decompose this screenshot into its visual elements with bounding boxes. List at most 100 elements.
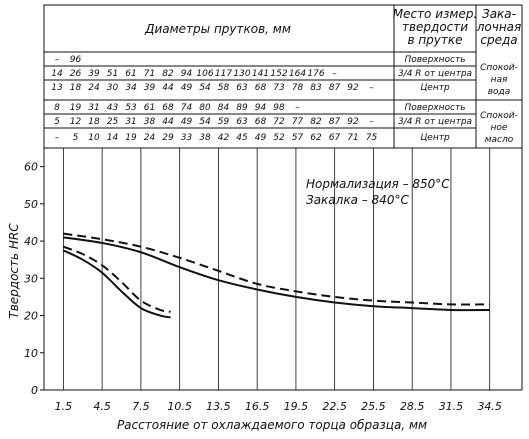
table-cell: 71 <box>144 69 155 79</box>
table-cell: 39 <box>144 83 156 93</box>
table-cell: 92 <box>347 83 359 93</box>
table-cell: 49 <box>181 117 193 127</box>
hardness-curve-2 <box>63 236 490 312</box>
table-cell: 58 <box>218 83 230 93</box>
table-cell: 82 <box>162 69 174 79</box>
table-cell: 42 <box>218 133 230 143</box>
chart-grid <box>62 148 491 390</box>
x-tick-label: 10.5 <box>167 400 192 413</box>
table-place: Центр <box>420 83 450 93</box>
table-cell: 44 <box>162 117 174 127</box>
table-cell: 98 <box>273 103 285 113</box>
table-cell: 31 <box>125 117 136 127</box>
table-cell: 67 <box>329 133 341 143</box>
table-cell: – <box>295 103 300 113</box>
table-cell: 43 <box>107 103 119 113</box>
hardness-curve-3 <box>63 245 171 313</box>
x-tick-label: 25.5 <box>361 400 386 413</box>
table-cell: 19 <box>125 133 137 143</box>
table-cell: – <box>369 117 374 127</box>
table-cell: 80 <box>199 103 211 113</box>
table-cell: 45 <box>236 133 248 143</box>
table-cell: 54 <box>199 117 211 127</box>
y-tick-labels: 0 10 20 30 40 50 60 <box>24 161 44 397</box>
medium-water-line: ная <box>491 75 508 85</box>
table-cell: 141 <box>252 69 269 79</box>
header-diameters: Диаметры прутков, мм <box>144 22 291 36</box>
table-cell: 44 <box>162 83 174 93</box>
table-cell: 62 <box>310 133 322 143</box>
medium-water: Спокой-ная вода <box>480 63 518 97</box>
table-cell: 106 <box>196 69 213 79</box>
table-cell: 89 <box>236 103 248 113</box>
table-cell: 63 <box>236 83 248 93</box>
table-cell: 49 <box>181 83 193 93</box>
header-place-line: в прутке <box>407 33 462 47</box>
table-cell: 176 <box>307 69 324 79</box>
table-cell: 12 <box>70 117 82 127</box>
table-cell: 38 <box>199 133 211 143</box>
hardness-curve-4 <box>62 249 171 319</box>
table-cell: 34 <box>125 83 137 93</box>
table-cell: 61 <box>144 103 155 113</box>
table-cell: 94 <box>181 69 193 79</box>
y-tick-label: 40 <box>24 235 38 248</box>
x-tick-label: 16.5 <box>245 400 270 413</box>
table-cell: 84 <box>218 103 230 113</box>
table-cell: 152 <box>270 69 287 79</box>
table-cell: 39 <box>88 69 100 79</box>
table-cell: 87 <box>329 83 341 93</box>
table-cell: 71 <box>347 133 358 143</box>
table-cell: 25 <box>107 117 119 127</box>
table-cell: 38 <box>144 117 156 127</box>
table-cell: 87 <box>329 117 341 127</box>
x-tick-label: 13.5 <box>206 400 231 413</box>
table-cell: 24 <box>88 83 100 93</box>
table-place: 3/4 R от центра <box>398 69 472 79</box>
table-cell: 68 <box>255 83 267 93</box>
table-cell: 57 <box>292 133 304 143</box>
table-cell: 83 <box>310 83 322 93</box>
header-place-line: Место измер. <box>393 7 478 21</box>
table-place: Центр <box>420 133 450 143</box>
x-tick-label: 28.5 <box>400 400 425 413</box>
table-cell: 19 <box>70 103 82 113</box>
table-cell: – <box>55 133 60 143</box>
table-cell: 117 <box>215 69 232 79</box>
table-place: 3/4 R от центра <box>398 117 472 127</box>
table-cell: 5 <box>73 133 79 143</box>
table-cell: 26 <box>70 69 82 79</box>
header-medium-line: лочная <box>476 20 522 34</box>
x-tick-label: 7.5 <box>132 400 150 413</box>
y-axis-label: Твердость HRC <box>7 223 21 319</box>
hardness-chart: 0 10 20 30 40 50 60 1.5 4.5 7.5 10.5 13.5 16.5 19.5 2… <box>7 148 523 432</box>
table-cell: – <box>369 83 374 93</box>
table-cell: 8 <box>54 103 60 113</box>
table-cell: 61 <box>125 69 136 79</box>
table-cell: 75 <box>366 133 378 143</box>
medium-oil-line: масло <box>485 135 514 145</box>
table-cell: 73 <box>273 83 285 93</box>
table-cell: 77 <box>292 117 304 127</box>
header-medium-line: среда <box>480 33 517 47</box>
x-tick-label: 22.5 <box>322 400 347 413</box>
table-cell: – <box>55 55 60 65</box>
table-cell: 164 <box>289 69 306 79</box>
y-tick-label: 0 <box>31 384 38 397</box>
table-cell: 53 <box>125 103 137 113</box>
table-cell: 63 <box>236 117 248 127</box>
table-place: Поверхность <box>404 55 465 65</box>
table-cell: 59 <box>218 117 230 127</box>
table-cell: 29 <box>162 133 174 143</box>
diameter-table: Диаметры прутков, мм Место измер.твердос… <box>43 4 523 149</box>
table-cell: 51 <box>107 69 118 79</box>
table-cell: 96 <box>70 55 82 65</box>
table-cell: 18 <box>70 83 82 93</box>
table-cell: 72 <box>273 117 285 127</box>
table-cell: 30 <box>107 83 119 93</box>
table-cell: 14 <box>51 69 63 79</box>
medium-oil-line: Спокой- <box>480 111 518 121</box>
x-axis-label: Расстояние от охлаждаемого торца образца… <box>117 418 427 432</box>
